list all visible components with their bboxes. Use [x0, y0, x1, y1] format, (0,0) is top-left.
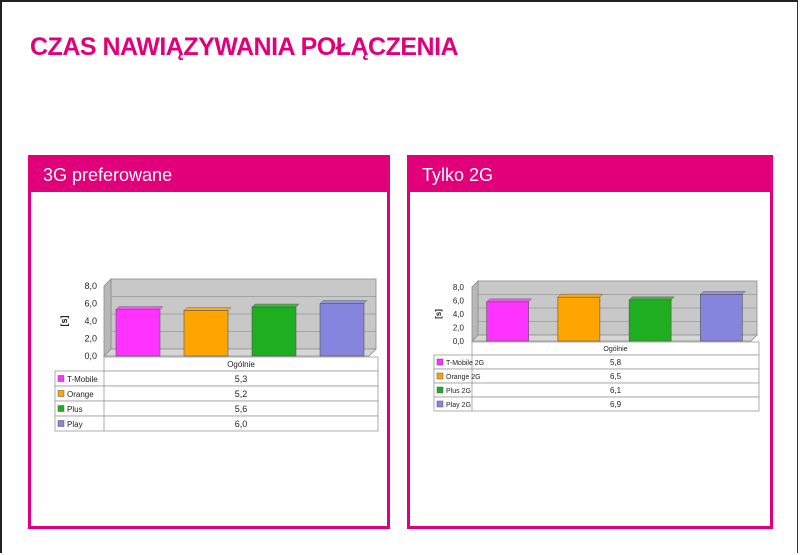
bar-top-face [251, 303, 300, 308]
panel-header: Tylko 2G [410, 158, 770, 192]
bar-plus [251, 306, 297, 357]
legend-row [54, 400, 379, 417]
plot-side-wall [471, 280, 479, 342]
y-tick-label: 0,0 [84, 351, 97, 361]
data-label: 5,8 [610, 358, 622, 367]
bar-plus-2g [628, 299, 672, 342]
panel-2g-only: Tylko 2G 8,0 6,0 4,0 2,0 0,0 [s] Ogólnie T-Mobi… [407, 155, 773, 529]
legend-swatch [57, 375, 65, 382]
data-label: 6,9 [610, 400, 622, 409]
y-tick-label: 4,0 [453, 310, 465, 319]
legend-row [433, 368, 760, 384]
data-label: 6,5 [610, 372, 622, 381]
legend-series-name: Plus 2G [446, 388, 471, 395]
chart-3g-preferred: 8,0 6,0 4,0 2,0 0,0 [s] Ogólnie T-Mobile 5,3 Oran… [54, 278, 379, 432]
data-label: 6,0 [235, 419, 248, 429]
y-axis-label: [s] [434, 309, 443, 319]
legend-series-name: Plus [67, 405, 83, 414]
y-tick-label: 2,0 [84, 334, 97, 344]
panel-header: 3G preferowane [31, 158, 387, 192]
bar-play-2g [700, 294, 743, 342]
chart-area: 8,0 6,0 4,0 2,0 0,0 [s] Ogólnie T-Mobile 2G 5,8 O… [410, 192, 770, 526]
plot-side-wall [103, 278, 112, 357]
bar-top-face [557, 293, 604, 298]
bar-top-face [486, 298, 533, 303]
panel-3g-preferred: 3G preferowane 8,0 6,0 4,0 2,0 0,0 [s] Ogólnie… [28, 155, 390, 529]
bar-orange-2g [557, 296, 601, 342]
legend-row [54, 370, 379, 387]
legend-row [54, 415, 379, 432]
y-tick-label: 8,0 [453, 283, 465, 292]
legend-series-name: T-Mobile [67, 375, 98, 384]
bar-play [319, 303, 365, 357]
data-label: 6,1 [610, 386, 622, 395]
legend-series-name: T-Mobile 2G [446, 360, 484, 367]
bar-orange [183, 310, 229, 357]
bar-top-face [699, 291, 746, 295]
y-tick-label: 8,0 [84, 281, 97, 291]
legend-swatch [57, 390, 65, 397]
bar-top-face [628, 296, 675, 301]
legend-swatch [436, 400, 444, 408]
bar-t-mobile-2g [486, 301, 529, 342]
x-category-label: Ogólnie [227, 360, 255, 369]
y-tick-label: 4,0 [84, 316, 97, 326]
legend-swatch [436, 372, 444, 380]
legend-row [433, 396, 760, 412]
legend-series-name: Play [67, 420, 83, 429]
y-axis-label: [s] [59, 315, 69, 326]
legend-swatch [436, 358, 444, 366]
bar-top-face [115, 306, 164, 310]
legend-swatch [57, 420, 65, 427]
legend-swatch [57, 405, 65, 412]
bar-top-face [183, 307, 232, 311]
legend-series-name: Orange 2G [446, 374, 481, 381]
data-label: 5,2 [235, 389, 248, 399]
x-category-label: Ogólnie [603, 346, 627, 353]
data-label: 5,3 [235, 374, 248, 384]
legend-row [433, 382, 760, 398]
y-tick-label: 6,0 [84, 299, 97, 309]
bar-t-mobile [115, 309, 161, 357]
legend-swatch [436, 386, 444, 394]
data-label: 5,6 [235, 404, 248, 414]
chart-area: 8,0 6,0 4,0 2,0 0,0 [s] Ogólnie T-Mobile 5,3 Oran… [31, 192, 387, 526]
y-tick-label: 2,0 [453, 324, 465, 333]
slide-title: CZAS NAWIĄZYWANIA POŁĄCZENIA [30, 33, 459, 61]
legend-series-name: Orange [67, 390, 94, 399]
y-tick-label: 0,0 [453, 337, 465, 346]
legend-series-name: Play 2G [446, 402, 471, 409]
legend-row [54, 385, 379, 402]
chart-2g-only: 8,0 6,0 4,0 2,0 0,0 [s] Ogólnie T-Mobile 2G 5,8 O… [433, 280, 760, 412]
bar-top-face [319, 300, 368, 304]
y-tick-label: 6,0 [453, 297, 465, 306]
